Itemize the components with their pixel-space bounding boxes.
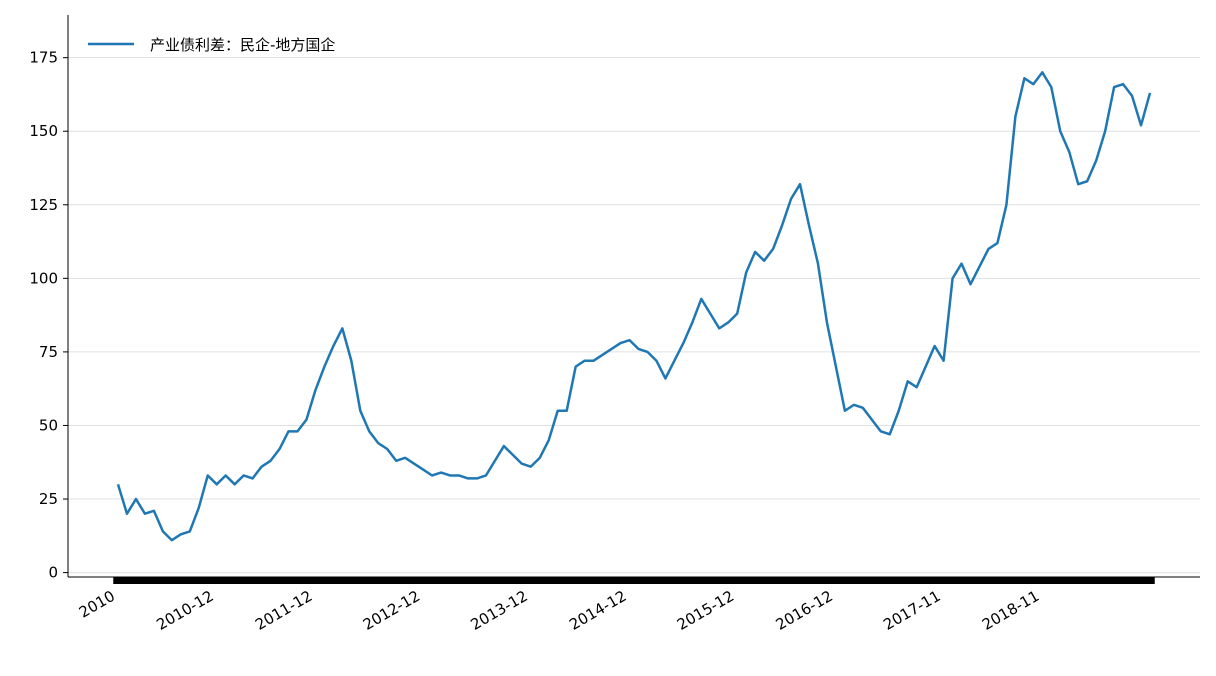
- y-tick-label: 50: [39, 416, 58, 434]
- y-tick-label: 125: [29, 196, 58, 214]
- legend-label: 产业债利差：民企-地方国企: [150, 36, 335, 54]
- y-tick-label: 25: [39, 490, 58, 508]
- y-tick-label: 175: [29, 49, 58, 67]
- y-tick-label: 0: [48, 564, 58, 582]
- y-tick-label: 75: [39, 343, 58, 361]
- y-tick-label: 100: [29, 269, 58, 287]
- data-line: [116, 71, 1152, 542]
- y-tick-label: 150: [29, 122, 58, 140]
